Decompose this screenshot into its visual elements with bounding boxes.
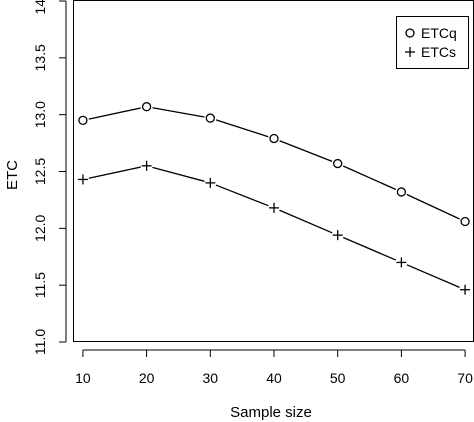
series-segment-etcq — [342, 165, 397, 191]
point-etcq — [269, 133, 279, 144]
series-segment-etcq — [406, 193, 460, 220]
y-tick-label: 12.0 — [32, 214, 48, 241]
point-etcs — [141, 160, 152, 171]
point-etcs — [332, 230, 343, 241]
point-etcs — [269, 202, 279, 213]
series-segment-etcs — [342, 236, 397, 261]
y-tick-label: 11.5 — [32, 272, 48, 298]
series-segment-etcq — [88, 107, 141, 120]
series-segment-etcs — [152, 166, 205, 182]
series-segment-etcq — [215, 119, 269, 138]
x-axis: 10 20 30 40 50 60 70 — [75, 349, 473, 386]
series-segment-etcs — [279, 209, 333, 234]
point-etcs — [77, 174, 88, 185]
y-tick-label: 11.0 — [32, 329, 48, 355]
legend-label-etcs: ETCs — [421, 44, 456, 60]
y-tick-label: 13.5 — [32, 44, 48, 71]
x-tick-label: 40 — [266, 370, 282, 386]
x-axis-title: Sample size — [230, 404, 312, 421]
series-segment-etcs — [215, 184, 269, 207]
point-etcq — [460, 216, 470, 227]
series-segment-etcq — [279, 140, 333, 162]
y-axis-title: ETC — [4, 160, 21, 190]
legend: ETCq ETCs — [396, 16, 469, 69]
point-etcq — [205, 113, 215, 123]
legend-box — [396, 16, 469, 69]
legend-marker-etcq — [405, 28, 415, 38]
point-etcs — [205, 177, 216, 188]
x-tick-label: 60 — [394, 370, 410, 386]
legend-label-etcq: ETCq — [421, 25, 457, 41]
x-tick-label: 20 — [139, 370, 155, 386]
point-etcq — [141, 102, 152, 112]
y-tick-label: 14.0 — [32, 0, 48, 15]
y-tick-label: 12.5 — [32, 158, 48, 185]
x-tick-label: 50 — [330, 370, 346, 386]
series-layer — [77, 102, 471, 295]
point-etcq — [333, 158, 343, 169]
point-etcs — [460, 284, 471, 295]
point-etcq — [78, 115, 88, 125]
x-tick-label: 70 — [457, 370, 473, 386]
series-segment-etcs — [88, 166, 141, 179]
point-etcq — [396, 187, 407, 197]
x-tick-label: 10 — [75, 370, 91, 386]
y-axis: 11.0 11.5 12.0 12.5 13.0 13.5 14.0 — [32, 0, 67, 355]
point-etcs — [396, 257, 407, 268]
x-tick-label: 30 — [203, 370, 219, 386]
series-segment-etcq — [152, 107, 205, 118]
y-tick-label: 13.0 — [32, 101, 48, 128]
series-segment-etcs — [406, 264, 460, 288]
